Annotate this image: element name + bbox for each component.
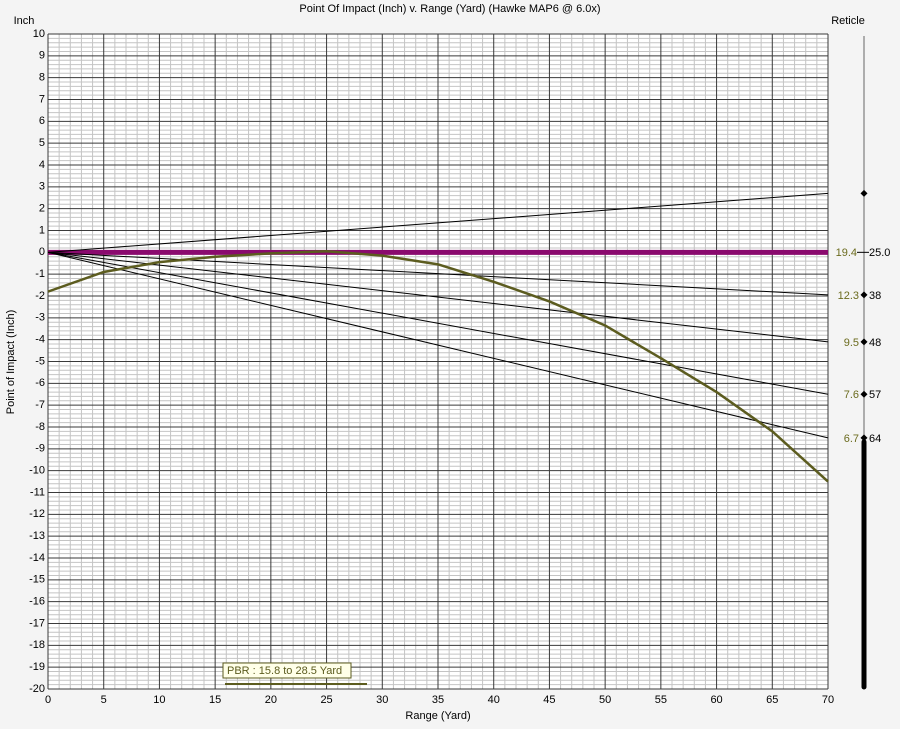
x-tick-label: 50 (599, 694, 611, 706)
y-tick-label: 7 (39, 93, 45, 105)
y-tick-label: 0 (39, 246, 45, 258)
y-tick-label: -11 (30, 486, 45, 498)
x-tick-label: 45 (543, 694, 555, 706)
y-tick-label: -7 (35, 399, 45, 411)
chart-title: Point Of Impact (Inch) v. Range (Yard) (… (299, 3, 600, 15)
y-tick-label: -17 (29, 617, 45, 629)
reticle-diamond (860, 338, 868, 346)
reticle-mark-label: 57 (869, 389, 881, 401)
y-tick-label: 8 (39, 72, 45, 84)
y-tick-label: -19 (29, 661, 45, 673)
x-tick-label: 55 (655, 694, 667, 706)
reticle-range-label: 9.5 (844, 337, 859, 349)
x-tick-label: 35 (432, 694, 444, 706)
y-tick-label: 4 (39, 159, 45, 171)
x-tick-label: 5 (101, 694, 107, 706)
reticle-mark-label: 25.0 (869, 247, 890, 259)
reticle-mark-label: 38 (869, 290, 881, 302)
reticle-diamond (860, 390, 868, 398)
y-tick-label: -4 (35, 334, 45, 346)
x-tick-label: 20 (265, 694, 277, 706)
reticle-range-label: 12.3 (838, 290, 859, 302)
y-tick-label: 2 (39, 203, 45, 215)
pbr-label: PBR : 15.8 to 28.5 Yard (227, 665, 342, 677)
reticle-range-label: 6.7 (844, 433, 859, 445)
x-tick-label: 0 (45, 694, 51, 706)
major-grid (47, 33, 829, 690)
x-axis-label: Range (Yard) (405, 710, 470, 722)
reticle-range-label: 7.6 (844, 389, 859, 401)
y-tick-label: -2 (35, 290, 45, 302)
trajectory-line (47, 249, 829, 483)
reticle-mark-label: 48 (869, 337, 881, 349)
y-axis-label: Point of Impact (Inch) (5, 310, 17, 415)
reticle-line (47, 251, 829, 343)
y-tick-label: 1 (39, 224, 45, 236)
y-tick-label: 5 (39, 137, 45, 149)
y-tick-label: 6 (39, 115, 45, 127)
x-tick-label: 30 (376, 694, 388, 706)
y-tick-label: -18 (29, 639, 45, 651)
reticle-diamond (860, 189, 868, 197)
x-tick-label: 15 (209, 694, 221, 706)
y-tick-label: -15 (29, 574, 45, 586)
y-tick-label: -6 (35, 377, 45, 389)
reticle-line (47, 192, 829, 253)
x-tick-label: 60 (710, 694, 722, 706)
y-tick-label: -5 (35, 355, 45, 367)
reticle-diamond (860, 291, 868, 299)
y-tick-label: -20 (29, 683, 45, 695)
reticle-diamond (860, 434, 868, 442)
y-unit-label: Inch (14, 15, 35, 27)
y-tick-label: -13 (29, 530, 45, 542)
reticle-line (47, 251, 829, 439)
y-tick-label: -14 (29, 552, 45, 564)
y-tick-label: -3 (35, 312, 45, 324)
x-tick-label: 25 (320, 694, 332, 706)
marks (47, 192, 829, 483)
reticle-title: Reticle (831, 15, 865, 27)
y-tick-label: -1 (35, 268, 45, 280)
pbr-box (222, 662, 352, 679)
y-tick-label: 3 (39, 181, 45, 193)
x-tick-label: 70 (822, 694, 834, 706)
reticle-mark-label: 64 (869, 433, 881, 445)
y-tick-label: 9 (39, 50, 45, 62)
reticle-line (47, 251, 829, 395)
y-tick-label: -12 (29, 508, 45, 520)
y-tick-label: -16 (29, 596, 45, 608)
y-tick-label: -8 (35, 421, 45, 433)
x-tick-label: 40 (488, 694, 500, 706)
y-tick-label: -9 (35, 443, 45, 455)
x-tick-label: 10 (153, 694, 165, 706)
x-tick-label: 65 (766, 694, 778, 706)
y-tick-label: 10 (33, 28, 45, 40)
reticle-range-label: 19.4 (836, 247, 857, 259)
y-tick-label: -10 (29, 465, 45, 477)
